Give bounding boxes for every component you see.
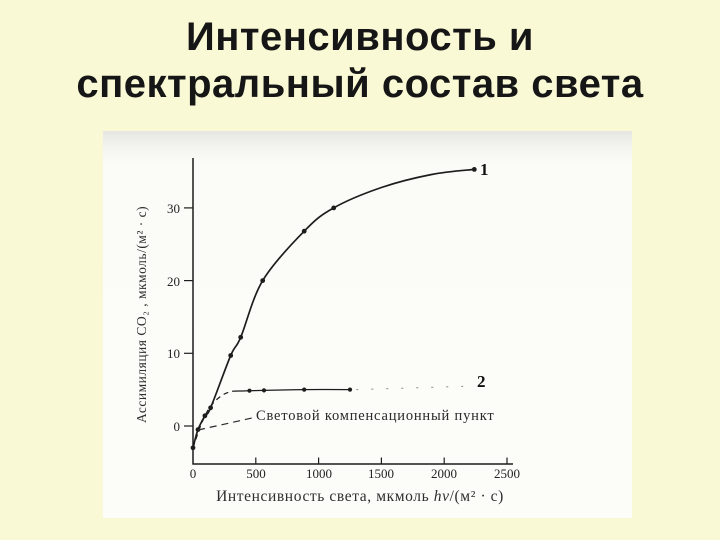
x-axis-label-prefix: Интенсивность света, мкмоль (216, 488, 434, 505)
y-tick-30: 30 (167, 201, 180, 216)
x-axis-label-hv: hν (433, 488, 450, 505)
y-axis-label: Ассимиляция СО₂ , мкмоль/(м² · с) (134, 205, 149, 423)
x-tick-1500: 1500 (368, 466, 394, 481)
x-tick-2000: 2000 (431, 466, 457, 481)
title-line-1: Интенсивность и (185, 15, 535, 59)
slide-title: Интенсивность и спектральный состав света (0, 14, 720, 108)
x-tick-0: 0 (189, 466, 197, 481)
x-axis-label-suffix: /(м² · с) (449, 488, 504, 505)
x-tick-1000: 1000 (306, 466, 332, 481)
x-tick-500: 500 (246, 466, 266, 481)
y-tick-10: 10 (167, 346, 180, 361)
x-tick-2500: 2500 (494, 466, 520, 481)
curve-2-label: 2 (477, 372, 486, 391)
x-axis-label: Интенсивность света, мкмоль hν/(м² · с) (160, 488, 560, 506)
y-tick-0: 0 (173, 419, 181, 434)
chart-figure-background (103, 131, 632, 518)
curve-1-label: 1 (480, 160, 489, 179)
title-line-2: спектральный состав света (76, 62, 644, 106)
light-compensation-point-annotation: Световой компенсационный пункт (256, 408, 495, 424)
y-tick-20: 20 (167, 274, 180, 289)
